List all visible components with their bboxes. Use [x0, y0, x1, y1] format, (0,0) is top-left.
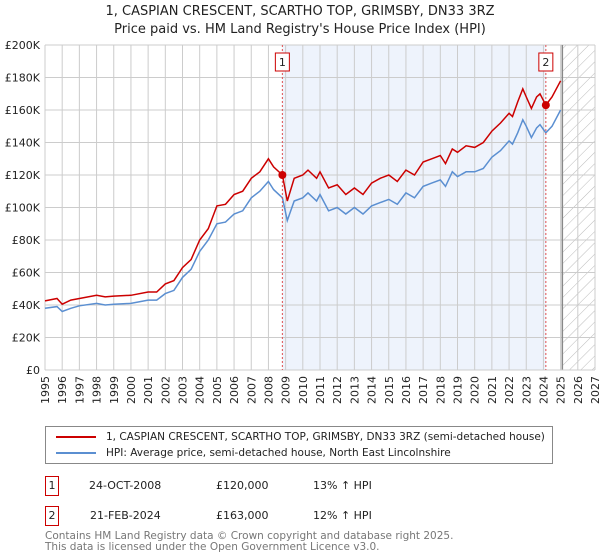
licence-text: This data is licensed under the Open Gov… — [45, 541, 380, 553]
chart-title: 1, CASPIAN CRESCENT, SCARTHO TOP, GRIMSB… — [105, 4, 495, 19]
x-tick-label: 2025 — [555, 376, 568, 404]
sale-marker-box — [274, 52, 290, 72]
property-series-line — [44, 80, 562, 306]
y-tick-label: £80K — [12, 234, 41, 247]
y-tick-label: £60K — [12, 267, 41, 280]
blue-line-swatch — [56, 452, 96, 454]
x-tick-label: 2011 — [314, 376, 327, 404]
x-tick-label: 2003 — [177, 376, 190, 404]
x-tick-label: 2016 — [400, 376, 413, 404]
chart-subtitle: Price paid vs. HM Land Registry's House … — [114, 22, 486, 37]
sale-point — [278, 171, 287, 179]
x-tick-label: 2015 — [383, 376, 396, 404]
x-tick-label: 2004 — [194, 376, 207, 404]
x-tick-label: 2005 — [211, 376, 224, 404]
x-tick-label: 2020 — [469, 376, 482, 404]
x-tick-label: 2007 — [245, 376, 258, 404]
y-tick-label: £200K — [5, 39, 41, 52]
sale-date: 24-OCT-2008 — [89, 479, 162, 492]
sale-marker-box — [538, 52, 554, 72]
x-tick-label: 2014 — [366, 376, 379, 404]
footer: Contains HM Land Registry data © Crown c… — [45, 531, 453, 553]
hpi-series-line — [44, 109, 562, 313]
x-tick-label: 2026 — [572, 376, 585, 404]
x-tick-label: 1996 — [56, 376, 69, 404]
x-tick-label: 1998 — [91, 376, 104, 404]
y-tick-label: £40K — [12, 299, 41, 312]
legend-item-hpi: HPI: Average price, semi-detached house,… — [56, 445, 451, 461]
sale-marker-label: 1 — [279, 56, 286, 69]
legend: 1, CASPIAN CRESCENT, SCARTHO TOP, GRIMSB… — [45, 426, 553, 464]
sale-price: £120,000 — [216, 479, 269, 492]
x-tick-label: 2027 — [589, 376, 600, 404]
y-tick-label: £0 — [26, 364, 40, 377]
y-tick-label: £160K — [5, 104, 41, 117]
copyright-text: Contains HM Land Registry data © Crown c… — [45, 530, 454, 542]
sale-badge: 2 — [45, 506, 59, 526]
red-line-swatch — [56, 436, 96, 438]
y-tick-label: £120K — [5, 169, 41, 182]
sale-marker-label: 2 — [542, 56, 549, 69]
x-tick-label: 2010 — [297, 376, 310, 404]
x-tick-label: 2008 — [262, 376, 275, 404]
sale-hpi-delta: 12% ↑ HPI — [313, 509, 372, 522]
x-tick-label: 2013 — [348, 376, 361, 404]
x-tick-label: 2002 — [159, 376, 172, 404]
y-tick-label: £140K — [5, 137, 41, 150]
sale-badge: 1 — [45, 476, 59, 496]
price-chart: 1 2 1995 1996 1997 1998 1999 2000 2001 2002 2003 20… — [5, 39, 600, 404]
x-tick-label: 1999 — [108, 376, 121, 404]
x-tick-label: 2021 — [486, 376, 499, 404]
x-tick-label: 1995 — [39, 376, 52, 404]
x-tick-label: 2006 — [228, 376, 241, 404]
x-tick-label: 2019 — [452, 376, 465, 404]
sale-point — [541, 101, 550, 110]
sale-price: £163,000 — [216, 509, 269, 522]
sale-hpi-delta: 13% ↑ HPI — [313, 479, 372, 492]
x-tick-label: 2017 — [417, 376, 430, 404]
x-tick-label: 2023 — [520, 376, 533, 404]
x-tick-label: 1997 — [73, 376, 86, 404]
x-tick-label: 2012 — [331, 376, 344, 404]
legend-label-hpi: HPI: Average price, semi-detached house,… — [106, 447, 451, 459]
legend-label-property: 1, CASPIAN CRESCENT, SCARTHO TOP, GRIMSB… — [106, 431, 545, 443]
x-tick-label: 2009 — [280, 376, 293, 404]
x-tick-label: 2024 — [537, 376, 550, 404]
x-tick-label: 2022 — [503, 376, 516, 404]
y-tick-label: £20K — [12, 332, 41, 345]
y-tick-label: £180K — [5, 72, 41, 85]
x-tick-label: 2001 — [142, 376, 155, 404]
sale-date: 21-FEB-2024 — [90, 509, 161, 522]
x-tick-label: 2000 — [125, 376, 138, 404]
legend-item-property: 1, CASPIAN CRESCENT, SCARTHO TOP, GRIMSB… — [56, 429, 545, 445]
y-tick-label: £100K — [5, 202, 41, 215]
x-tick-label: 2018 — [434, 376, 447, 404]
